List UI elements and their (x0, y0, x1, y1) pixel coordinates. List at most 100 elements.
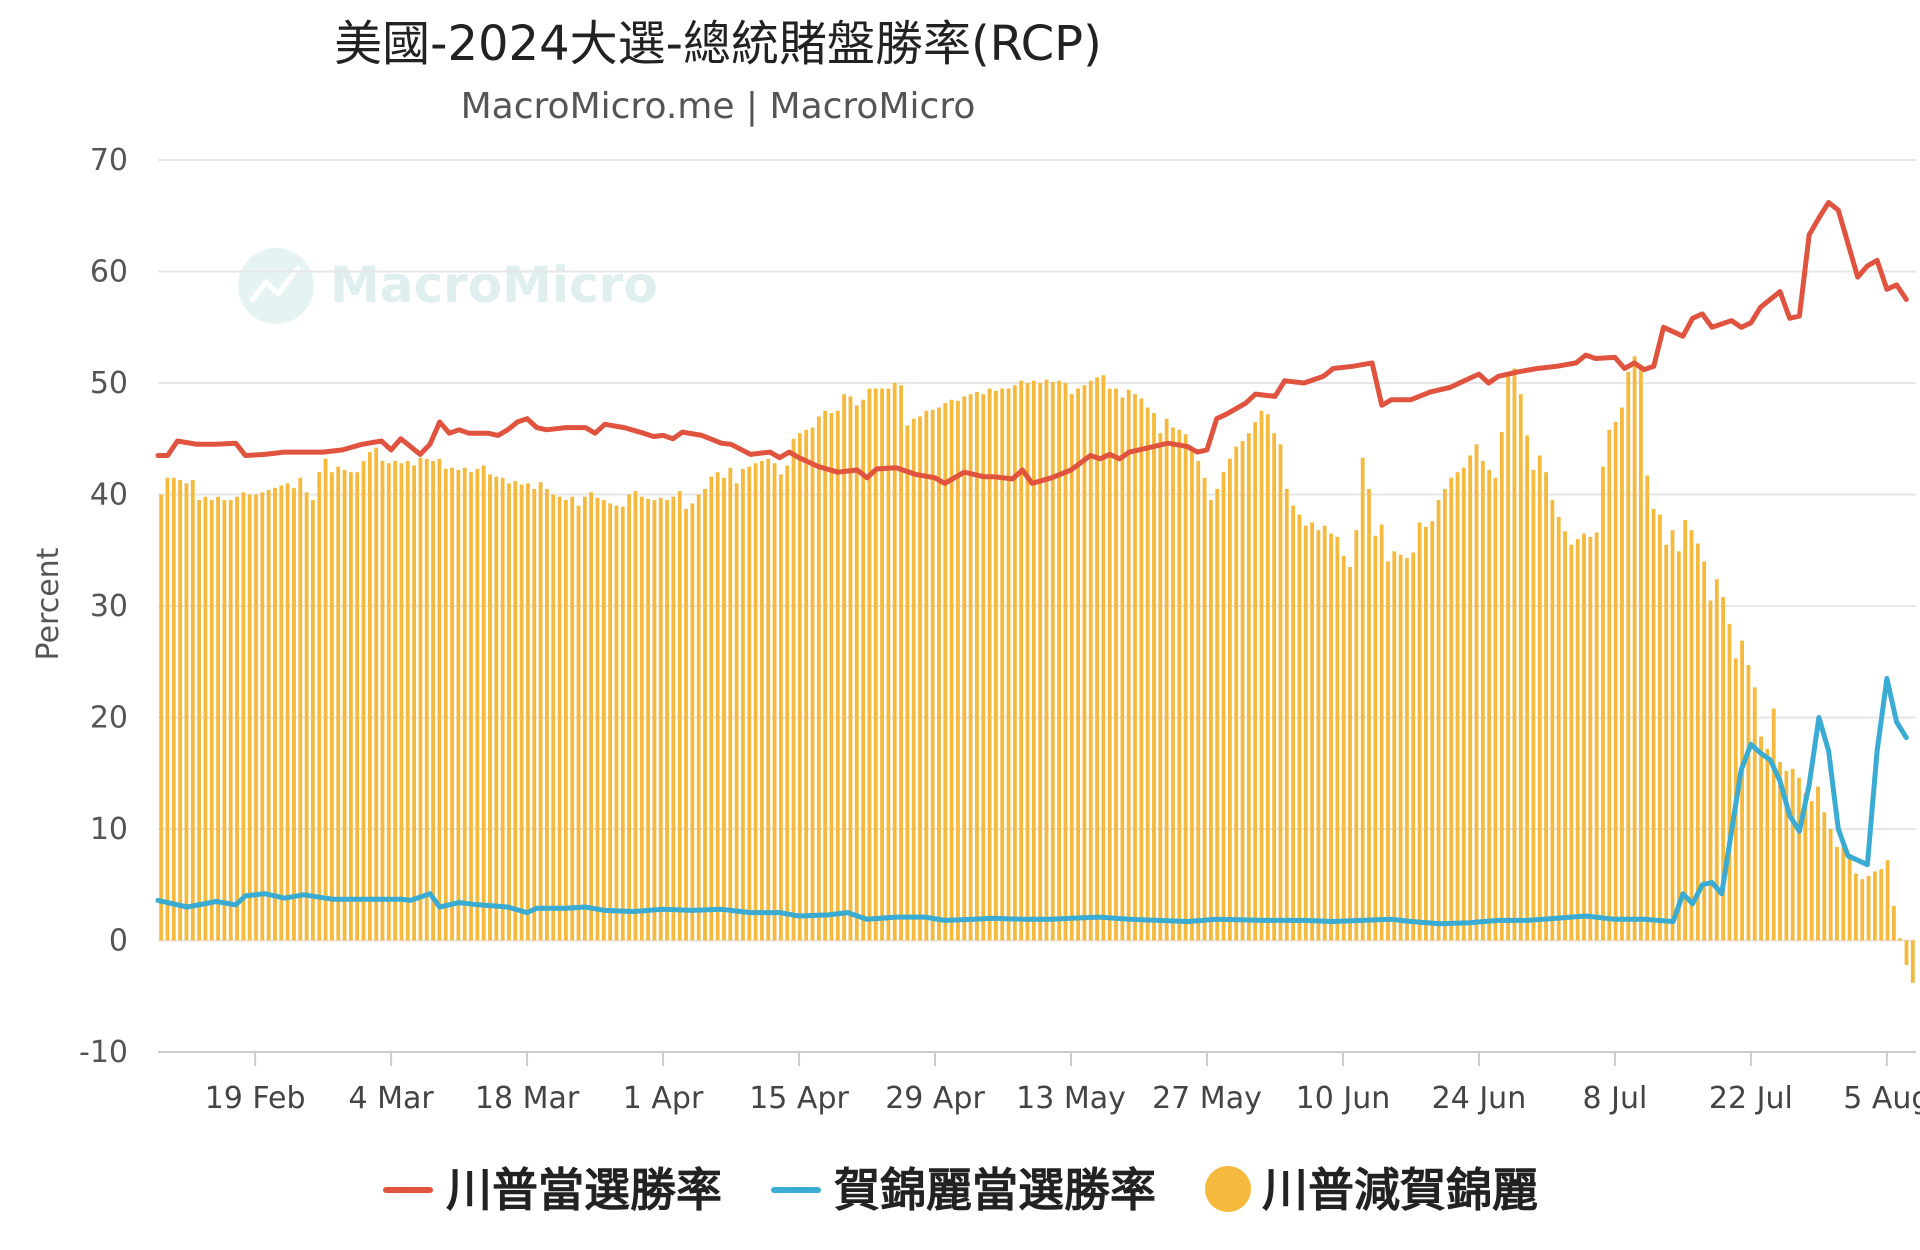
bar (646, 498, 650, 941)
bar (760, 461, 764, 941)
bar (886, 388, 891, 941)
bar (975, 391, 979, 941)
bar (1215, 488, 1220, 941)
bar (1499, 432, 1504, 941)
bar (1613, 422, 1618, 941)
bar (918, 416, 922, 941)
bar (1082, 385, 1087, 941)
y-tick-label: 10 (90, 812, 128, 847)
bar (658, 497, 663, 941)
bar (1069, 394, 1074, 941)
bar (317, 472, 322, 941)
bar (1227, 458, 1232, 941)
bar (1095, 377, 1099, 941)
bar (165, 477, 170, 941)
bar (1506, 374, 1511, 941)
bar (1354, 530, 1359, 941)
bar (1126, 389, 1131, 941)
bar (1544, 472, 1548, 941)
bar (576, 505, 581, 941)
bar (1310, 522, 1314, 941)
bar (1044, 379, 1049, 941)
x-tick-label: 24 Jun (1432, 1081, 1527, 1116)
bar (1556, 516, 1561, 941)
bar (481, 465, 486, 941)
bar (1158, 433, 1163, 941)
bar (292, 487, 296, 941)
bar (772, 463, 777, 941)
bar (1759, 736, 1763, 941)
bar (494, 476, 499, 941)
y-tick-label: -10 (79, 1035, 128, 1070)
bar (1531, 469, 1536, 941)
bar-series-trump-minus-harris (159, 356, 1915, 983)
bar (1291, 505, 1296, 941)
bar (330, 472, 334, 941)
bar (627, 494, 632, 941)
bar (1493, 477, 1498, 941)
bar (1076, 388, 1081, 941)
watermark-text: MacroMicro (330, 256, 658, 314)
bar (197, 500, 202, 941)
bar (336, 466, 341, 941)
x-axis: 19 Feb 4 Mar 18 Mar 1 Apr 15 Apr 29 Apr 13 May… (158, 1051, 1920, 1116)
bar (273, 487, 277, 941)
bar (785, 465, 790, 941)
bar (462, 467, 467, 941)
bar (557, 496, 562, 941)
bar (1322, 525, 1327, 941)
bar (829, 413, 834, 941)
bar (1057, 380, 1062, 941)
y-tick-label: 40 (90, 478, 128, 513)
x-tick-label: 22 Jul (1709, 1081, 1793, 1116)
bar (715, 472, 720, 941)
bar (1348, 566, 1352, 941)
x-tick-label: 5 Aug (1843, 1081, 1920, 1116)
bar (943, 403, 948, 941)
bar (1468, 455, 1473, 941)
bar (222, 500, 227, 941)
bar (1480, 461, 1485, 941)
bar (1436, 500, 1441, 941)
y-axis-ticks: -10 0 10 20 30 40 50 60 70 (79, 143, 128, 1070)
harris-win-rate-line (155, 676, 1909, 927)
chart-title: 美國-2024大選-總統賭盤勝率(RCP) (334, 16, 1102, 72)
bar (1006, 388, 1011, 941)
bar (987, 388, 992, 941)
bar (1512, 368, 1517, 941)
bar (873, 388, 878, 941)
bar (1316, 530, 1321, 941)
bar (1487, 469, 1492, 941)
bar (1784, 771, 1789, 941)
y-tick-label: 20 (90, 701, 128, 736)
bar (595, 497, 600, 941)
bar (266, 490, 271, 941)
bar (608, 503, 613, 941)
bar (1518, 394, 1523, 941)
bar (1234, 446, 1239, 941)
bar (399, 463, 404, 941)
bar (930, 409, 935, 941)
bar (1461, 467, 1466, 941)
bar (1164, 418, 1169, 941)
bar (374, 447, 379, 941)
bar (545, 488, 549, 941)
bar (937, 407, 941, 941)
bar (1689, 530, 1694, 941)
bar (1405, 558, 1409, 941)
bar (1038, 383, 1043, 941)
bar (633, 491, 638, 941)
bar (1171, 427, 1175, 941)
bar (1714, 579, 1719, 941)
bar (1411, 552, 1416, 941)
legend-dot-icon (1205, 1166, 1251, 1212)
bar (1120, 397, 1125, 941)
bar (1676, 551, 1681, 941)
bar (1152, 413, 1156, 941)
bar (722, 477, 726, 941)
x-tick-label: 10 Jun (1296, 1081, 1391, 1116)
bar (1841, 846, 1846, 941)
bar (513, 481, 518, 941)
bar (696, 494, 701, 941)
bar (1537, 455, 1542, 941)
